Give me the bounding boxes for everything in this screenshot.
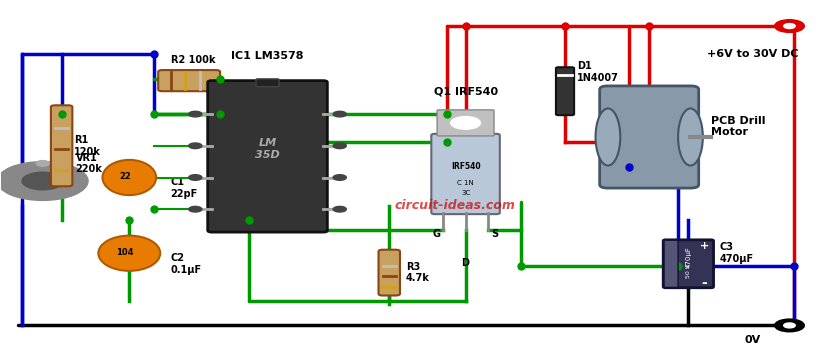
Circle shape: [22, 172, 63, 190]
FancyBboxPatch shape: [599, 86, 698, 188]
Text: C 1N: C 1N: [457, 180, 473, 186]
Circle shape: [774, 319, 803, 332]
Text: 50 V: 50 V: [685, 264, 690, 278]
Text: +: +: [699, 241, 708, 251]
FancyBboxPatch shape: [208, 81, 327, 232]
FancyBboxPatch shape: [663, 240, 677, 288]
FancyBboxPatch shape: [256, 79, 279, 87]
FancyBboxPatch shape: [662, 240, 713, 288]
Circle shape: [782, 23, 794, 28]
Circle shape: [189, 206, 202, 212]
Circle shape: [0, 162, 88, 200]
Ellipse shape: [103, 160, 156, 195]
Text: 22: 22: [119, 172, 131, 181]
Text: S: S: [490, 229, 498, 239]
Circle shape: [332, 206, 346, 212]
Ellipse shape: [98, 236, 160, 271]
Text: 0V: 0V: [743, 334, 759, 344]
Ellipse shape: [677, 109, 702, 165]
Text: 470µF: 470µF: [685, 246, 691, 268]
Text: LM
35D: LM 35D: [255, 138, 280, 160]
Text: D: D: [461, 258, 469, 268]
Circle shape: [332, 143, 346, 149]
Circle shape: [332, 111, 346, 117]
Circle shape: [450, 116, 480, 129]
Text: circuit-ideas.com: circuit-ideas.com: [394, 199, 515, 212]
Text: D1
1N4007: D1 1N4007: [576, 61, 619, 83]
Circle shape: [189, 111, 202, 117]
FancyBboxPatch shape: [431, 134, 500, 214]
FancyBboxPatch shape: [378, 250, 399, 295]
Text: R2 100k: R2 100k: [170, 55, 215, 65]
Text: R3
4.7k: R3 4.7k: [405, 262, 429, 283]
Text: IRF540: IRF540: [450, 163, 480, 171]
Text: C2
0.1μF: C2 0.1μF: [170, 253, 202, 275]
Circle shape: [189, 143, 202, 149]
Text: +6V to 30V DC: +6V to 30V DC: [705, 49, 797, 59]
Text: Q1 IRF540: Q1 IRF540: [433, 87, 497, 97]
Circle shape: [774, 20, 803, 32]
Text: G: G: [432, 229, 440, 239]
Text: VR1
220k: VR1 220k: [75, 153, 103, 174]
Text: PCB Drill
Motor: PCB Drill Motor: [710, 116, 765, 137]
Circle shape: [782, 323, 794, 328]
Circle shape: [332, 175, 346, 180]
Circle shape: [36, 160, 49, 166]
Text: R1
120k: R1 120k: [74, 135, 101, 157]
Text: -: -: [700, 276, 706, 290]
Text: IC1 LM3578: IC1 LM3578: [231, 51, 304, 61]
FancyBboxPatch shape: [555, 67, 573, 115]
Circle shape: [189, 175, 202, 180]
Text: 104: 104: [117, 248, 134, 257]
FancyBboxPatch shape: [437, 110, 494, 136]
Ellipse shape: [595, 109, 619, 165]
Text: C3
470μF: C3 470μF: [719, 242, 753, 264]
Text: 3C: 3C: [461, 190, 470, 196]
Text: C1
22pF: C1 22pF: [170, 177, 198, 199]
FancyBboxPatch shape: [158, 70, 220, 91]
FancyBboxPatch shape: [50, 105, 72, 186]
